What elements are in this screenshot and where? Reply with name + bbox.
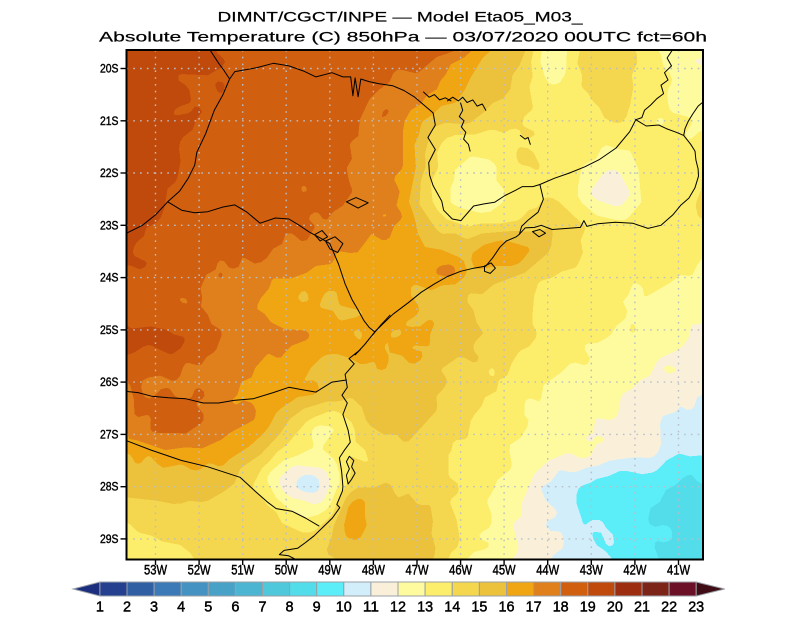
svg-text:Absolute Temperature (C) 850hP: Absolute Temperature (C) 850hPa — 03/07/…: [99, 29, 707, 45]
svg-text:49W: 49W: [318, 562, 342, 578]
svg-text:10: 10: [336, 600, 352, 616]
svg-text:1: 1: [96, 600, 104, 616]
svg-text:29S: 29S: [100, 534, 119, 546]
svg-text:22: 22: [661, 600, 677, 616]
svg-text:23: 23: [688, 600, 704, 616]
svg-text:14: 14: [444, 600, 460, 616]
svg-text:7: 7: [258, 600, 266, 616]
svg-text:25S: 25S: [100, 325, 119, 337]
svg-text:44W: 44W: [536, 562, 560, 578]
svg-text:28S: 28S: [100, 482, 119, 494]
svg-text:20: 20: [607, 600, 623, 616]
svg-text:45W: 45W: [493, 562, 517, 578]
svg-text:12: 12: [390, 600, 406, 616]
svg-text:15: 15: [471, 600, 487, 616]
svg-text:53W: 53W: [144, 562, 168, 578]
svg-text:19: 19: [580, 600, 596, 616]
svg-text:DIMNT/CGCT/INPE — Model Eta05: DIMNT/CGCT/INPE — Model Eta05_M03_: [218, 9, 583, 25]
svg-text:2: 2: [123, 600, 131, 616]
svg-text:11: 11: [363, 600, 379, 616]
svg-text:23S: 23S: [100, 220, 119, 232]
svg-text:13: 13: [417, 600, 433, 616]
svg-text:50W: 50W: [275, 562, 299, 578]
svg-text:22S: 22S: [100, 168, 119, 180]
svg-text:17: 17: [526, 600, 542, 616]
svg-text:42W: 42W: [623, 562, 647, 578]
svg-text:16: 16: [499, 600, 515, 616]
svg-text:8: 8: [286, 600, 294, 616]
svg-text:48W: 48W: [362, 562, 386, 578]
svg-text:4: 4: [177, 600, 185, 616]
svg-text:21S: 21S: [100, 116, 119, 128]
svg-text:6: 6: [231, 600, 239, 616]
svg-text:47W: 47W: [406, 562, 430, 578]
svg-text:52W: 52W: [188, 562, 212, 578]
svg-text:5: 5: [204, 600, 212, 616]
svg-text:43W: 43W: [580, 562, 604, 578]
svg-text:46W: 46W: [449, 562, 473, 578]
svg-text:26S: 26S: [100, 377, 119, 389]
svg-text:27S: 27S: [100, 429, 119, 441]
svg-text:18: 18: [553, 600, 569, 616]
svg-text:41W: 41W: [667, 562, 691, 578]
svg-text:24S: 24S: [100, 273, 119, 285]
svg-text:51W: 51W: [231, 562, 255, 578]
svg-text:9: 9: [313, 600, 321, 616]
svg-text:20S: 20S: [100, 64, 119, 76]
svg-text:21: 21: [634, 600, 650, 616]
svg-text:3: 3: [150, 600, 158, 616]
